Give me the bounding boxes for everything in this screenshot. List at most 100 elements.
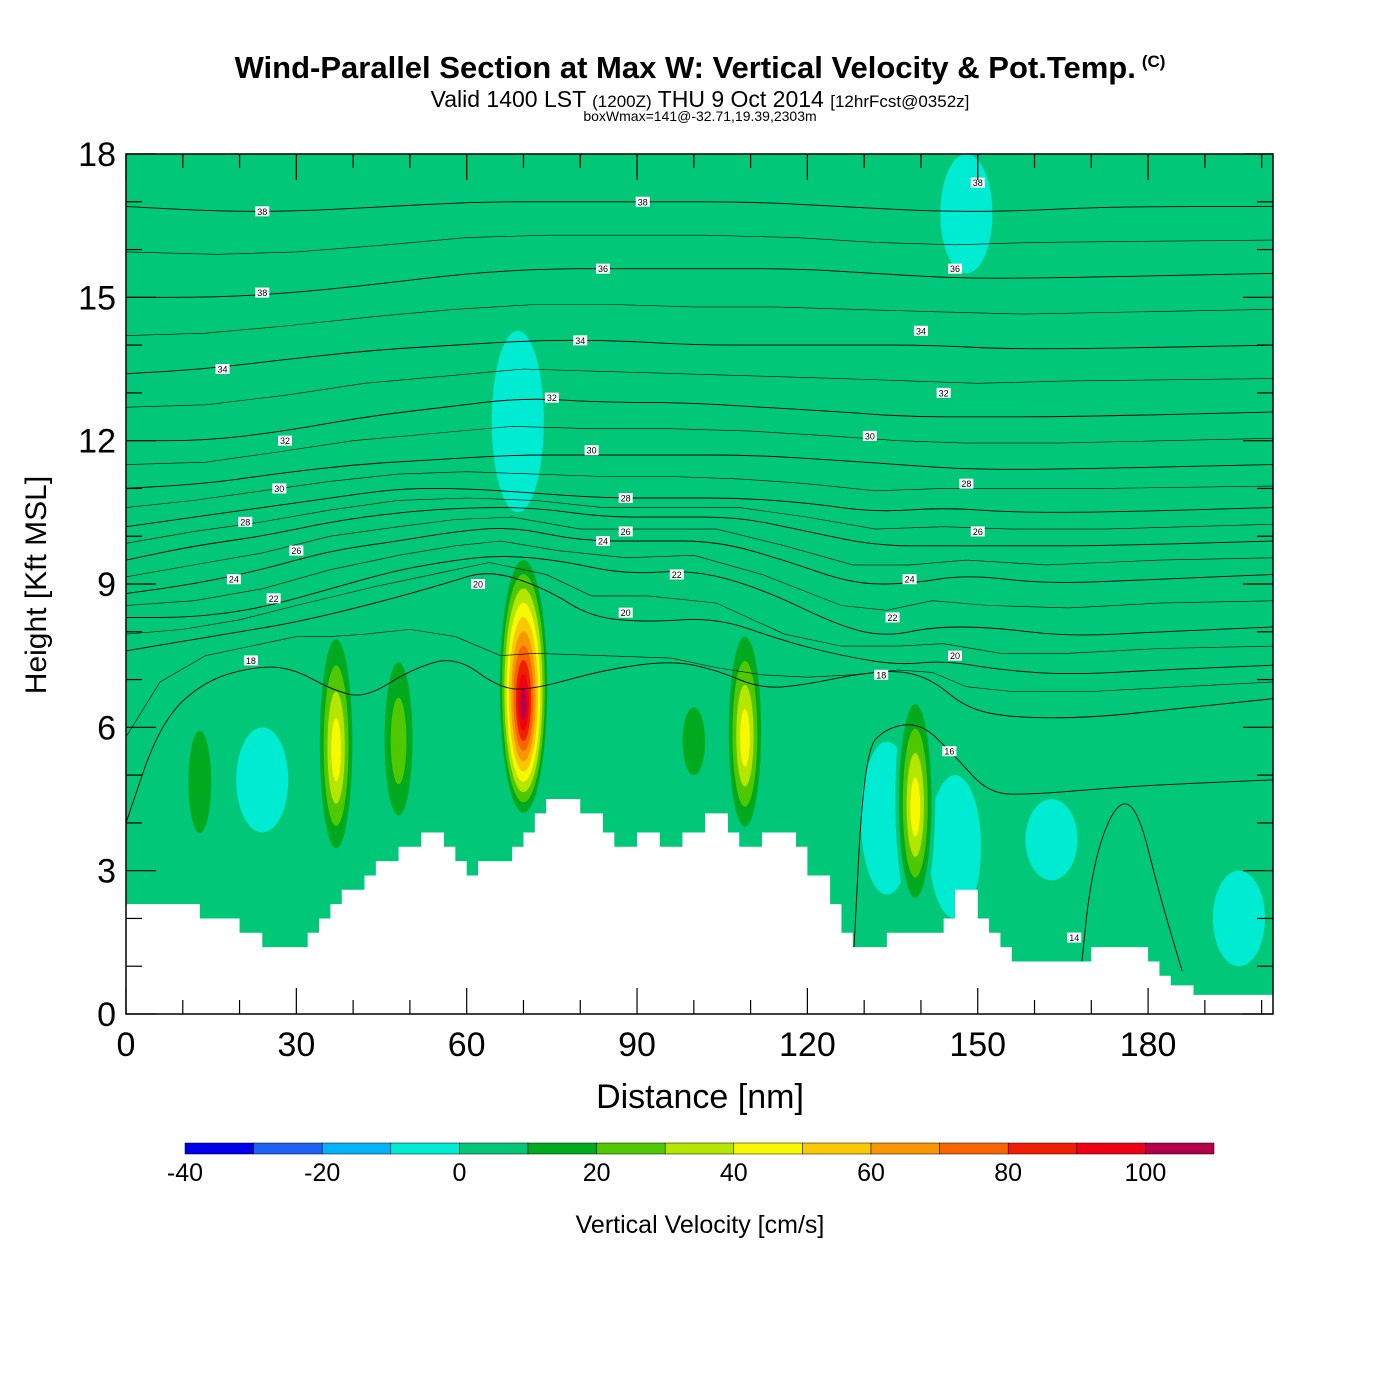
downdraft-cell — [929, 775, 982, 919]
contour-label: 32 — [936, 387, 951, 398]
contour-label: 16 — [942, 746, 957, 757]
colorbar-segment — [664, 1142, 735, 1155]
colorbar: -40 -20 0 20 40 60 80 100 — [167, 1142, 1215, 1187]
colorbar-tick-label: 0 — [452, 1159, 466, 1187]
colorbar-segment — [253, 1142, 323, 1155]
contour-label: 32 — [277, 435, 292, 446]
theta-contour-30 — [126, 454, 1273, 489]
y-tick-label: 6 — [97, 709, 116, 747]
theta-contour-minor — [126, 471, 1273, 508]
svg-text:26: 26 — [621, 527, 631, 537]
downdraft-cell — [940, 154, 993, 274]
theta-contour-22 — [126, 556, 1273, 636]
updraft-cell — [378, 627, 419, 847]
colorbar-tick-label: 80 — [994, 1159, 1022, 1187]
colorbar-segment — [390, 1142, 460, 1155]
contour-label: 22 — [669, 569, 684, 580]
svg-text:22: 22 — [888, 613, 898, 623]
contour-label: 20 — [618, 607, 633, 618]
chart-subline: boxWmax=141@-32.71,19.39,2303m — [583, 108, 817, 124]
contour-label: 28 — [959, 478, 974, 489]
svg-text:32: 32 — [939, 388, 949, 398]
theta-contour-minor — [126, 234, 1273, 255]
y-tick-label: 18 — [78, 136, 116, 174]
updraft-cell — [316, 612, 357, 871]
contour-label: 26 — [618, 526, 633, 537]
colorbar-label: Vertical Velocity [cm/s] — [576, 1211, 825, 1239]
colorbar-segment — [939, 1142, 1009, 1155]
colorbar-segment — [459, 1142, 529, 1155]
theta-contour-minor — [126, 368, 1273, 408]
colorbar-tick-label: 60 — [857, 1159, 885, 1187]
theta-contour-minor — [126, 540, 1273, 611]
chart-title-text: Wind-Parallel Section at Max W: Vertical… — [234, 50, 1136, 85]
svg-text:34: 34 — [575, 336, 585, 346]
y-tick-label: 3 — [97, 853, 116, 891]
terrain — [126, 799, 1273, 1014]
chart-title: Wind-Parallel Section at Max W: Vertical… — [0, 50, 1400, 86]
colorbar-tick-label: -40 — [167, 1159, 203, 1187]
y-tick-label: 9 — [97, 566, 116, 604]
svg-text:18: 18 — [876, 670, 886, 680]
y-axis-label: Height [Kft MSL] — [20, 476, 53, 694]
contour-label: 34 — [913, 325, 928, 336]
contour-label: 24 — [226, 574, 241, 585]
x-tick-label: 120 — [779, 1026, 836, 1064]
theta-contour-18 — [126, 660, 1273, 824]
theta-contour-minor — [126, 516, 1273, 578]
svg-text:24: 24 — [229, 575, 239, 585]
contour-label: 36 — [595, 263, 610, 274]
subtitle-forecast: [12hrFcst@0352z] — [830, 92, 970, 111]
svg-text:20: 20 — [621, 608, 631, 618]
svg-text:32: 32 — [547, 393, 557, 403]
x-tick-label: 0 — [117, 1026, 136, 1064]
contour-label: 22 — [266, 593, 281, 604]
svg-text:20: 20 — [950, 651, 960, 661]
theta-contour-minor — [126, 304, 1273, 336]
svg-text:22: 22 — [269, 594, 279, 604]
svg-text:38: 38 — [257, 288, 267, 298]
theta-contour-20 — [126, 573, 1273, 675]
colorbar-segment — [321, 1142, 392, 1155]
contour-label: 28 — [618, 493, 633, 504]
contour-label: 34 — [215, 364, 230, 375]
svg-text:38: 38 — [638, 197, 648, 207]
contour-label: 30 — [862, 430, 877, 441]
svg-text:38: 38 — [973, 178, 983, 188]
svg-text:26: 26 — [291, 546, 301, 556]
colorbar-segment — [184, 1142, 254, 1155]
contour-label: 18 — [243, 655, 258, 666]
contour-label: 38 — [970, 177, 985, 188]
contour-label: 38 — [255, 206, 270, 217]
updraft-cell — [895, 679, 936, 919]
colorbar-segment — [1007, 1142, 1078, 1155]
contour-label: 26 — [970, 526, 985, 537]
colorbar-tick-label: 40 — [720, 1159, 748, 1187]
x-tick-label: 150 — [949, 1026, 1006, 1064]
svg-text:30: 30 — [274, 484, 284, 494]
theta-contour-24 — [126, 528, 1273, 595]
contour-label: 32 — [544, 392, 559, 403]
colorbar-segment — [527, 1142, 597, 1155]
chart-subtitle: Valid 1400 LST (1200Z) THU 9 Oct 2014 [1… — [0, 86, 1400, 113]
downdraft-cell — [1025, 799, 1078, 881]
contour-label: 18 — [874, 669, 889, 680]
theta-contour-minor — [126, 629, 1273, 738]
svg-text:26: 26 — [973, 527, 983, 537]
svg-text:32: 32 — [280, 436, 290, 446]
theta-contour-34 — [126, 339, 1273, 375]
downdraft-cell — [1212, 870, 1265, 967]
x-axis-label: Distance [nm] — [596, 1078, 804, 1116]
x-tick-label: 60 — [448, 1026, 486, 1064]
svg-text:14: 14 — [1069, 933, 1079, 943]
contour-label: 36 — [948, 263, 963, 274]
svg-text:34: 34 — [218, 365, 228, 375]
theta-contour-26 — [126, 507, 1273, 561]
subtitle-valid: Valid 1400 LST — [430, 86, 586, 112]
colorbar-segment — [596, 1142, 666, 1155]
contour-label: 24 — [902, 574, 917, 585]
updraft-cell — [179, 689, 220, 871]
svg-text:38: 38 — [257, 207, 267, 217]
svg-text:28: 28 — [621, 494, 631, 504]
